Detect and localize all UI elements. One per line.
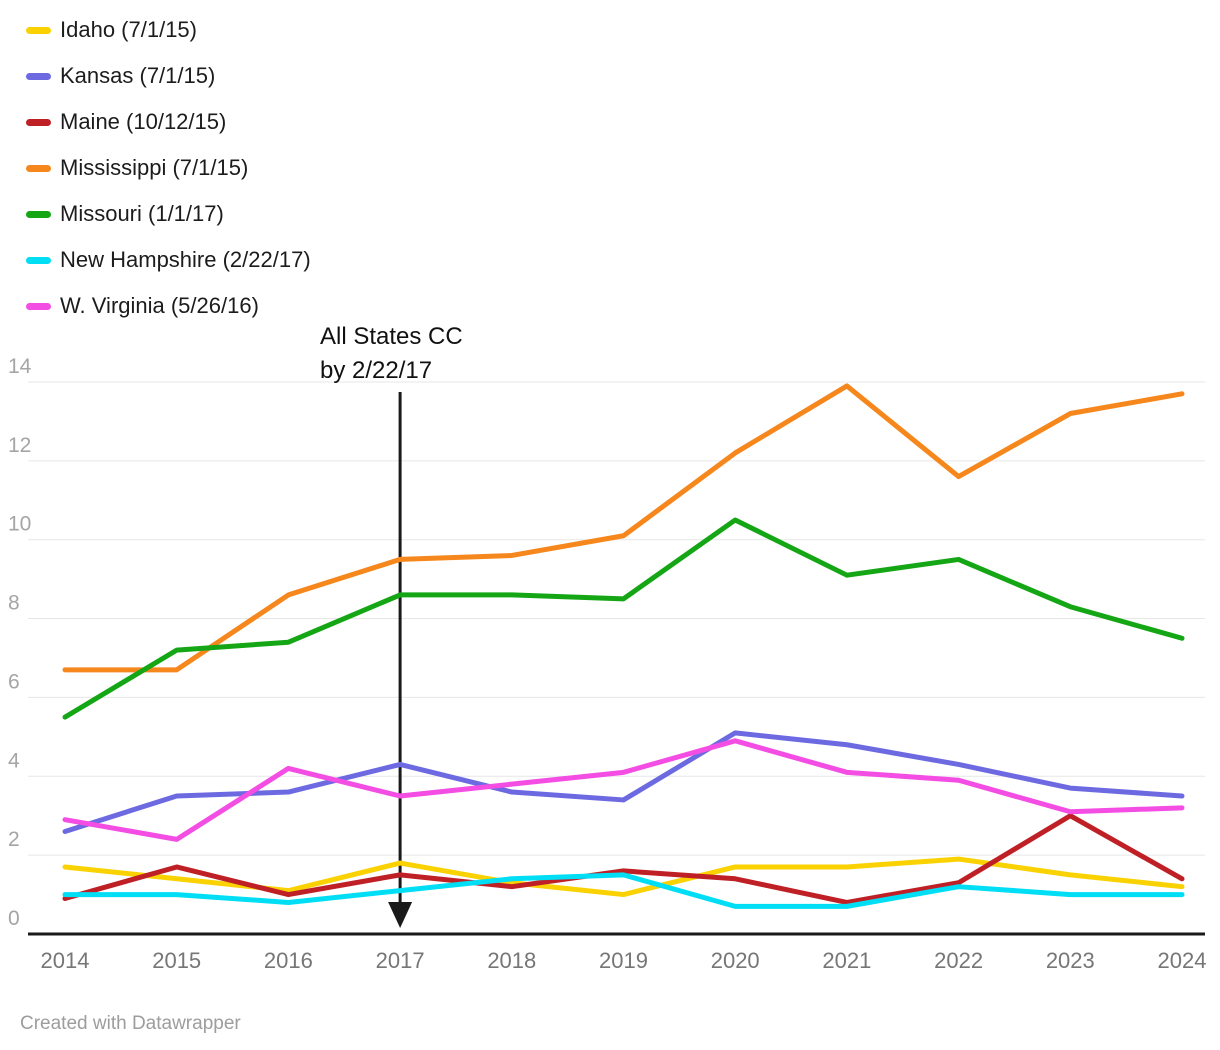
legend-item-maine: Maine (10/12/15) <box>26 99 311 145</box>
legend-item-label: New Hampshire (2/22/17) <box>60 247 311 272</box>
legend-swatch-icon <box>26 164 51 172</box>
series-line-w-virginia <box>62 738 1185 842</box>
legend-swatch-icon <box>26 72 51 80</box>
y-tick-label: 4 <box>8 749 20 772</box>
legend-item-label: Mississippi (7/1/15) <box>60 155 249 180</box>
legend-swatch-icon <box>26 118 51 126</box>
y-tick-label: 14 <box>8 355 32 378</box>
legend-swatch-icon <box>26 256 51 264</box>
series-lines <box>62 383 1185 909</box>
x-tick-label: 2014 <box>41 948 90 973</box>
legend-item-mississippi: Mississippi (7/1/15) <box>26 145 311 191</box>
x-tick-label: 2018 <box>487 948 536 973</box>
x-tick-label: 2021 <box>822 948 871 973</box>
legend-item-label: Idaho (7/1/15) <box>60 17 197 42</box>
x-tick-label: 2020 <box>711 948 760 973</box>
legend-item-new-hampshire: New Hampshire (2/22/17) <box>26 237 311 283</box>
annotation-line-1: All States CC <box>320 323 463 350</box>
legend-item-label: Missouri (1/1/17) <box>60 201 224 226</box>
legend-item-label: Kansas (7/1/15) <box>60 63 216 88</box>
legend-item-label: Maine (10/12/15) <box>60 109 227 134</box>
legend-item-label: W. Virginia (5/26/16) <box>60 293 259 318</box>
x-tick-label: 2019 <box>599 948 648 973</box>
legend-item-idaho: Idaho (7/1/15) <box>26 7 311 53</box>
legend-swatch-icon <box>26 210 51 218</box>
y-gridlines <box>28 381 1205 936</box>
x-tick-label: 2015 <box>152 948 201 973</box>
series-line-maine <box>62 813 1185 905</box>
y-tick-label: 2 <box>8 828 20 851</box>
x-axis-labels: 2014 2015 2016 2017 2018 2019 2020 2021 2022 2023… <box>41 948 1207 973</box>
x-tick-label: 2017 <box>376 948 425 973</box>
y-tick-label: 6 <box>8 670 20 693</box>
series-line-new-hampshire <box>62 872 1185 909</box>
annotation-arrowhead-icon <box>388 902 413 928</box>
y-tick-label: 12 <box>8 434 31 457</box>
legend-swatch-icon <box>26 26 51 34</box>
legend-swatch-icon <box>26 302 51 310</box>
chart-annotation: All States CC by 2/22/17 <box>320 320 463 388</box>
series-line-kansas <box>62 730 1185 834</box>
legend-item-w-virginia: W. Virginia (5/26/16) <box>26 283 311 329</box>
x-tick-label: 2022 <box>934 948 983 973</box>
y-tick-label: 10 <box>8 513 31 536</box>
y-tick-label: 0 <box>8 907 20 930</box>
legend-item-kansas: Kansas (7/1/15) <box>26 53 311 99</box>
x-tick-label: 2023 <box>1046 948 1095 973</box>
chart-legend: Idaho (7/1/15) Kansas (7/1/15) Maine (10… <box>26 7 311 329</box>
annotation-arrow <box>388 392 413 928</box>
attribution-credit: Created with Datawrapper <box>20 1013 241 1034</box>
series-line-mississippi <box>62 383 1185 673</box>
annotation-line-2: by 2/22/17 <box>320 357 433 384</box>
x-tick-label: 2024 <box>1158 948 1207 973</box>
y-tick-label: 8 <box>8 592 20 615</box>
y-axis-labels: 0 2 4 6 8 10 12 14 <box>8 355 32 930</box>
x-tick-label: 2016 <box>264 948 313 973</box>
series-line-missouri <box>62 517 1185 720</box>
legend-item-missouri: Missouri (1/1/17) <box>26 191 311 237</box>
